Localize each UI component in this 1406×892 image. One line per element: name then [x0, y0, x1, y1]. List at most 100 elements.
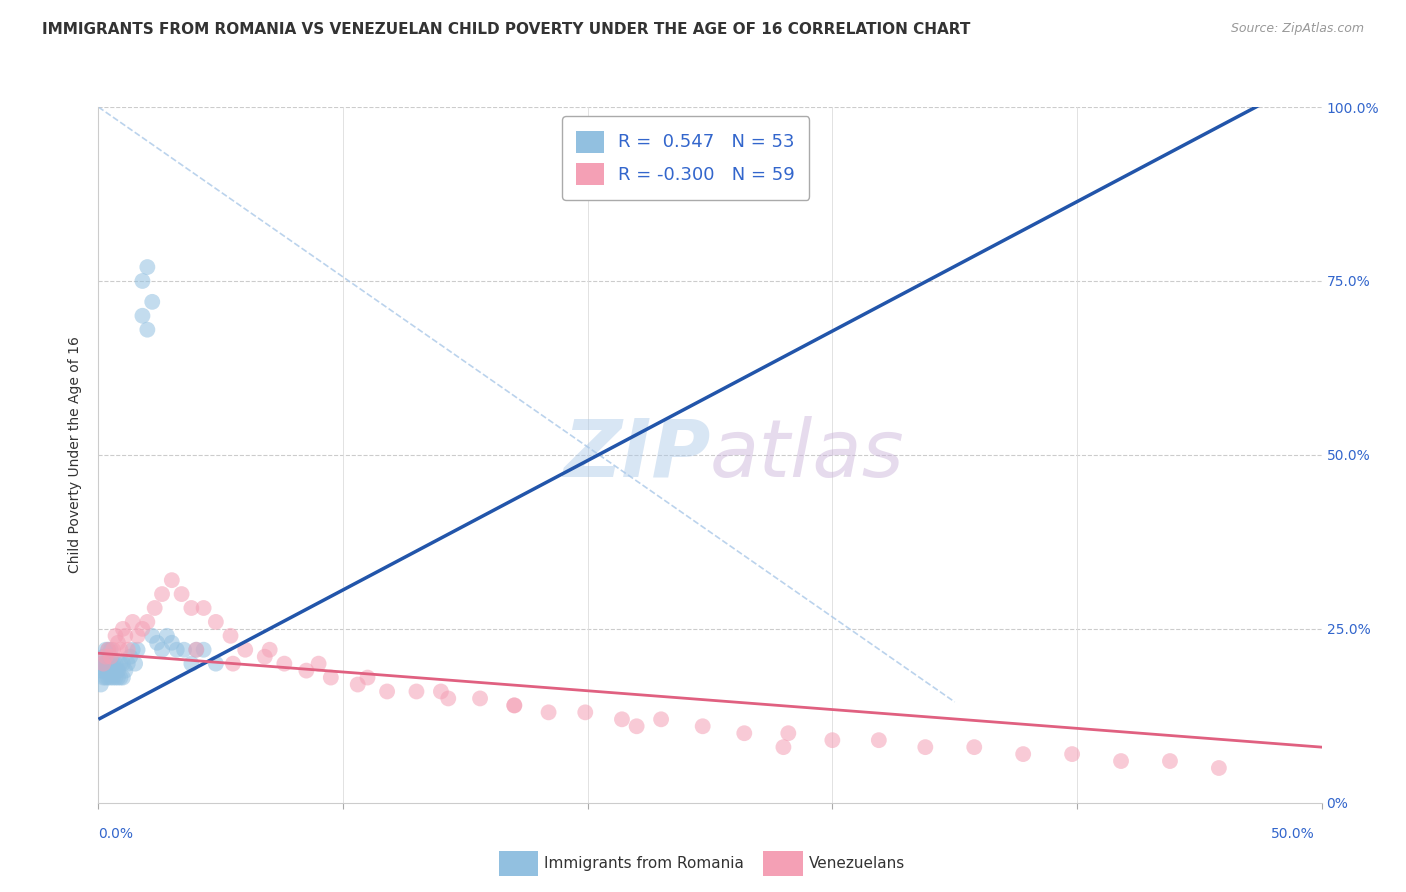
Point: [111, 622, 134, 636]
Point: [100, 671, 122, 685]
Text: atlas: atlas: [710, 416, 905, 494]
Point: [90, 677, 112, 691]
Point: [91, 657, 114, 671]
Point: [537, 706, 560, 720]
Point: [100, 649, 122, 664]
Point: [180, 601, 202, 615]
Text: 50.0%: 50.0%: [1271, 827, 1315, 841]
Point: [1062, 747, 1084, 761]
Point: [121, 615, 143, 629]
Point: [778, 726, 800, 740]
Point: [233, 642, 256, 657]
Point: [437, 691, 460, 706]
Point: [1208, 761, 1230, 775]
Point: [253, 649, 276, 664]
Point: [319, 671, 342, 685]
Point: [90, 664, 112, 678]
Point: [104, 671, 127, 685]
Point: [94, 664, 117, 678]
Point: [772, 740, 794, 755]
Point: [94, 642, 117, 657]
Point: [107, 671, 129, 685]
Point: [110, 671, 132, 685]
Point: [821, 733, 844, 747]
Point: [117, 642, 139, 657]
Point: [963, 740, 986, 755]
Point: [91, 671, 114, 685]
Point: [97, 671, 120, 685]
Point: [97, 642, 120, 657]
Point: [650, 712, 672, 726]
Point: [186, 642, 208, 657]
Point: [131, 274, 153, 288]
Point: [101, 671, 124, 685]
Point: [503, 698, 526, 713]
Point: [150, 587, 173, 601]
Point: [160, 636, 183, 650]
Point: [1012, 747, 1035, 761]
Point: [107, 664, 129, 678]
Point: [193, 601, 215, 615]
Point: [219, 629, 242, 643]
Y-axis label: Child Poverty Under the Age of 16: Child Poverty Under the Age of 16: [69, 336, 83, 574]
Text: IMMIGRANTS FROM ROMANIA VS VENEZUELAN CHILD POVERTY UNDER THE AGE OF 16 CORRELAT: IMMIGRANTS FROM ROMANIA VS VENEZUELAN CH…: [42, 22, 970, 37]
Point: [91, 664, 114, 678]
Point: [146, 636, 169, 650]
Point: [150, 642, 173, 657]
Point: [193, 642, 215, 657]
Point: [91, 649, 114, 664]
Point: [136, 615, 159, 629]
Point: [101, 664, 124, 678]
Point: [94, 657, 117, 671]
Point: [610, 712, 633, 726]
Point: [222, 657, 245, 671]
Point: [104, 657, 127, 671]
Point: [346, 677, 368, 691]
Point: [375, 684, 398, 698]
Point: [180, 657, 202, 671]
Point: [405, 684, 427, 698]
Point: [141, 629, 163, 643]
Point: [356, 671, 378, 685]
Point: [117, 657, 139, 671]
Point: [131, 622, 153, 636]
Point: [692, 719, 714, 733]
Point: [104, 629, 127, 643]
Point: [97, 664, 120, 678]
Point: [101, 657, 124, 671]
Text: 0.0%: 0.0%: [98, 827, 134, 841]
Text: Immigrants from Romania: Immigrants from Romania: [544, 856, 744, 871]
Text: Venezuelans: Venezuelans: [808, 856, 904, 871]
Point: [136, 323, 159, 337]
Point: [295, 664, 318, 678]
Point: [186, 642, 208, 657]
Point: [733, 726, 755, 740]
Point: [100, 657, 122, 671]
Point: [104, 664, 127, 678]
Point: [97, 657, 120, 671]
Point: [101, 642, 124, 657]
Point: [114, 664, 136, 678]
Point: [131, 309, 153, 323]
Point: [120, 649, 142, 664]
Point: [170, 587, 193, 601]
Point: [110, 642, 132, 657]
Text: ZIP: ZIP: [562, 416, 710, 494]
Point: [141, 294, 163, 309]
Point: [1159, 754, 1181, 768]
Point: [100, 642, 122, 657]
Point: [156, 629, 179, 643]
Point: [914, 740, 936, 755]
Point: [124, 657, 146, 671]
Point: [114, 629, 136, 643]
Point: [94, 649, 117, 664]
Point: [127, 642, 149, 657]
Point: [143, 601, 166, 615]
Point: [626, 719, 648, 733]
Point: [107, 636, 129, 650]
Point: [90, 657, 112, 671]
Point: [574, 706, 596, 720]
Point: [121, 642, 143, 657]
Point: [1109, 754, 1132, 768]
Point: [503, 698, 526, 713]
